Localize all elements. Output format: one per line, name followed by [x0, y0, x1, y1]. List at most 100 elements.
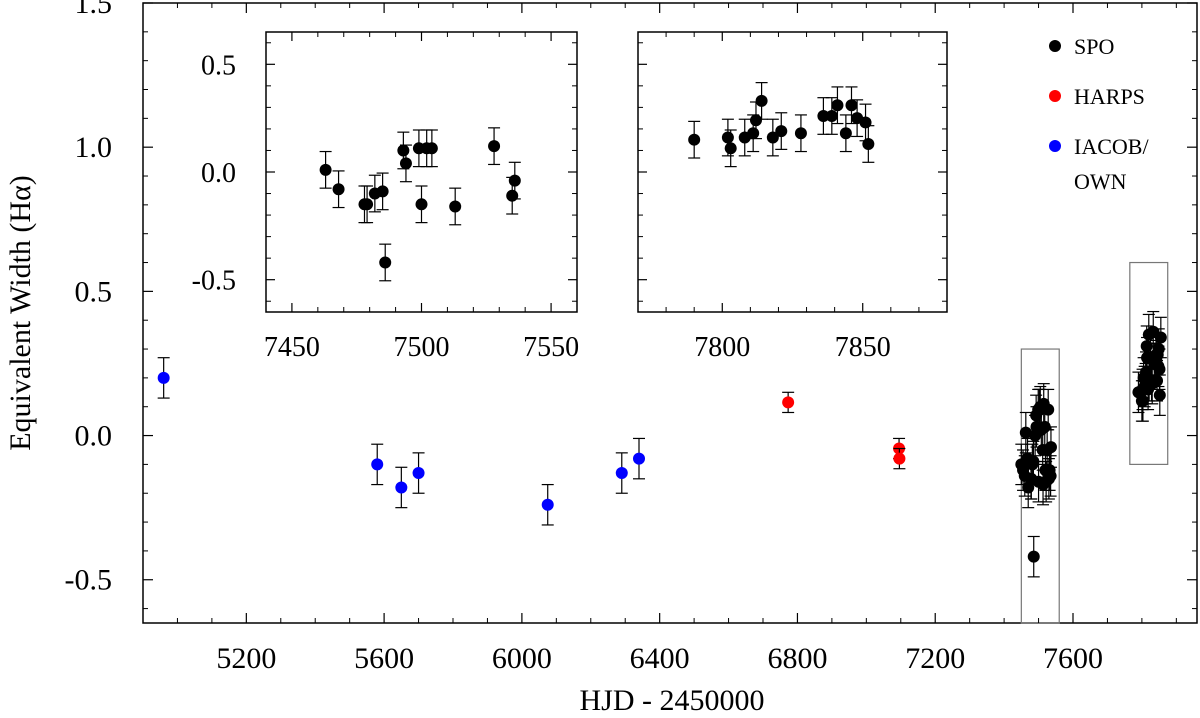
data-point	[688, 133, 701, 146]
highlight-boxes	[1020, 261, 1169, 624]
x-tick-label: 6800	[767, 642, 827, 675]
y-tick-label: 0.5	[75, 275, 113, 308]
data-point	[1018, 469, 1031, 482]
data-point	[397, 144, 410, 157]
data-point	[412, 467, 425, 480]
legend-label: OWN	[1074, 169, 1127, 194]
data-point	[817, 110, 830, 122]
data-point	[395, 481, 408, 494]
inset-x-tick-label: 7800	[694, 332, 750, 363]
legend-marker	[1049, 90, 1061, 102]
inset-right-axis-ticks: 7800 7850	[637, 32, 948, 363]
data-point	[747, 127, 760, 140]
highlight-box	[1020, 348, 1060, 624]
inset-right-frame	[637, 31, 948, 313]
data-point	[1152, 343, 1165, 356]
legend-entry: SPO	[1049, 34, 1114, 59]
data-point	[794, 127, 807, 140]
data-point	[415, 198, 428, 211]
data-point	[845, 99, 858, 112]
data-point	[379, 256, 392, 269]
x-tick-label: 7200	[905, 642, 965, 675]
inset-right-data-points	[688, 82, 875, 168]
data-point	[1027, 550, 1040, 563]
legend-marker	[1049, 140, 1061, 152]
data-point	[1037, 397, 1050, 410]
inset-left-plot: 7450 7500 7550 -0.5 0.0 0.5	[192, 31, 579, 363]
series-iacob-own	[157, 357, 645, 526]
data-point	[157, 371, 170, 384]
data-point	[1043, 464, 1056, 477]
data-point	[839, 127, 852, 140]
inset-left-axis-ticks: 7450 7500 7550 -0.5 0.0 0.5	[192, 32, 579, 363]
data-point	[541, 498, 554, 511]
inset-y-tick-label: -0.5	[192, 266, 236, 297]
legend-marker	[1049, 40, 1061, 52]
data-point	[399, 157, 412, 170]
inset-y-tick-label: 0.0	[201, 158, 236, 189]
x-tick-label: 6400	[630, 642, 690, 675]
legend-entry: HARPS	[1049, 84, 1145, 109]
data-point	[1022, 481, 1035, 494]
data-point	[615, 467, 628, 480]
main-axis-ticks: 5200 5600 6000 6400 6800 7200 7600 -0.5 0.0 0.5 1.…	[65, 0, 1197, 675]
data-point	[775, 125, 788, 138]
data-point	[721, 131, 734, 144]
series-spo	[688, 82, 875, 168]
y-axis-title: Equivalent Width (Hα)	[4, 175, 37, 451]
x-tick-label: 5600	[354, 642, 414, 675]
legend-label: IACOB/	[1074, 134, 1149, 159]
data-point	[724, 142, 737, 155]
data-point	[782, 396, 795, 409]
data-point	[862, 138, 875, 150]
x-tick-label: 6000	[492, 642, 552, 675]
data-point	[825, 110, 838, 122]
data-point	[1029, 429, 1042, 442]
data-point	[508, 174, 521, 187]
series-spo	[1015, 310, 1167, 578]
data-point	[361, 198, 374, 211]
y-tick-label: 1.0	[75, 131, 113, 164]
legend: SPO HARPS IACOB/OWN	[1049, 34, 1149, 194]
data-point	[1154, 331, 1167, 344]
data-point	[449, 200, 462, 213]
main-plot-area: 5200 5600 6000 6400 6800 7200 7600 -0.5 0.0 0.5 1.…	[65, 0, 1198, 675]
x-tick-label: 7600	[1043, 642, 1103, 675]
data-point	[376, 185, 389, 198]
data-point	[1153, 389, 1166, 402]
data-point	[859, 116, 872, 129]
inset-x-tick-label: 7850	[835, 332, 891, 363]
legend-entry: IACOB/OWN	[1049, 134, 1149, 194]
inset-y-tick-label: 0.5	[201, 50, 236, 81]
y-tick-label: 0.0	[75, 420, 113, 453]
data-point	[893, 452, 906, 465]
inset-left-frame	[265, 31, 578, 313]
series-harps	[782, 391, 906, 470]
data-point	[1038, 420, 1051, 433]
inset-x-tick-label: 7450	[264, 332, 320, 363]
data-point	[319, 163, 332, 176]
x-tick-label: 5200	[216, 642, 276, 675]
data-point	[831, 99, 844, 112]
data-point	[1135, 394, 1148, 407]
main-plot-frame	[142, 2, 1198, 624]
data-point	[371, 458, 384, 471]
data-point	[1019, 426, 1032, 439]
inset-left-data-points	[319, 127, 521, 282]
data-point	[766, 131, 779, 144]
main-data-points	[157, 310, 1167, 578]
data-point	[332, 183, 345, 196]
x-axis-title: HJD - 2450000	[580, 684, 765, 717]
highlight-box	[1129, 261, 1169, 465]
y-tick-label: 1.5	[75, 0, 113, 20]
data-point	[1040, 475, 1053, 488]
inset-right-plot: 7800 7850	[637, 31, 948, 363]
data-point	[506, 189, 519, 202]
data-point	[755, 94, 768, 107]
inset-x-tick-label: 7500	[394, 332, 450, 363]
data-point	[425, 142, 438, 155]
series-spo	[319, 127, 521, 282]
y-tick-label: -0.5	[65, 564, 113, 597]
inset-x-tick-label: 7550	[523, 332, 579, 363]
